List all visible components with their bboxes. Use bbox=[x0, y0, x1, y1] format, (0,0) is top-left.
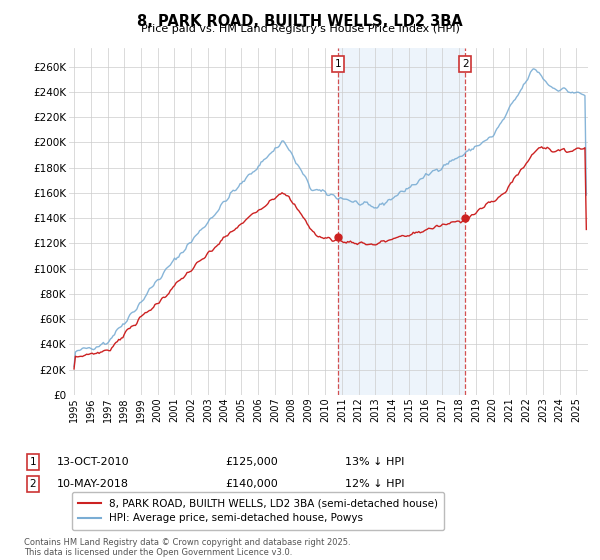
Text: 13% ↓ HPI: 13% ↓ HPI bbox=[345, 457, 404, 467]
Text: 1: 1 bbox=[335, 59, 341, 69]
Text: Contains HM Land Registry data © Crown copyright and database right 2025.
This d: Contains HM Land Registry data © Crown c… bbox=[24, 538, 350, 557]
Text: 8, PARK ROAD, BUILTH WELLS, LD2 3BA: 8, PARK ROAD, BUILTH WELLS, LD2 3BA bbox=[137, 14, 463, 29]
Text: 2: 2 bbox=[29, 479, 37, 489]
Bar bbox=[338, 48, 465, 395]
Legend: 8, PARK ROAD, BUILTH WELLS, LD2 3BA (semi-detached house), HPI: Average price, s: 8, PARK ROAD, BUILTH WELLS, LD2 3BA (sem… bbox=[71, 492, 445, 530]
Text: 10-MAY-2018: 10-MAY-2018 bbox=[57, 479, 129, 489]
Text: 13-OCT-2010: 13-OCT-2010 bbox=[57, 457, 130, 467]
Text: Price paid vs. HM Land Registry's House Price Index (HPI): Price paid vs. HM Land Registry's House … bbox=[140, 24, 460, 34]
Text: £140,000: £140,000 bbox=[225, 479, 278, 489]
Text: 12% ↓ HPI: 12% ↓ HPI bbox=[345, 479, 404, 489]
Text: £125,000: £125,000 bbox=[225, 457, 278, 467]
Text: 1: 1 bbox=[29, 457, 37, 467]
Text: 2: 2 bbox=[462, 59, 469, 69]
